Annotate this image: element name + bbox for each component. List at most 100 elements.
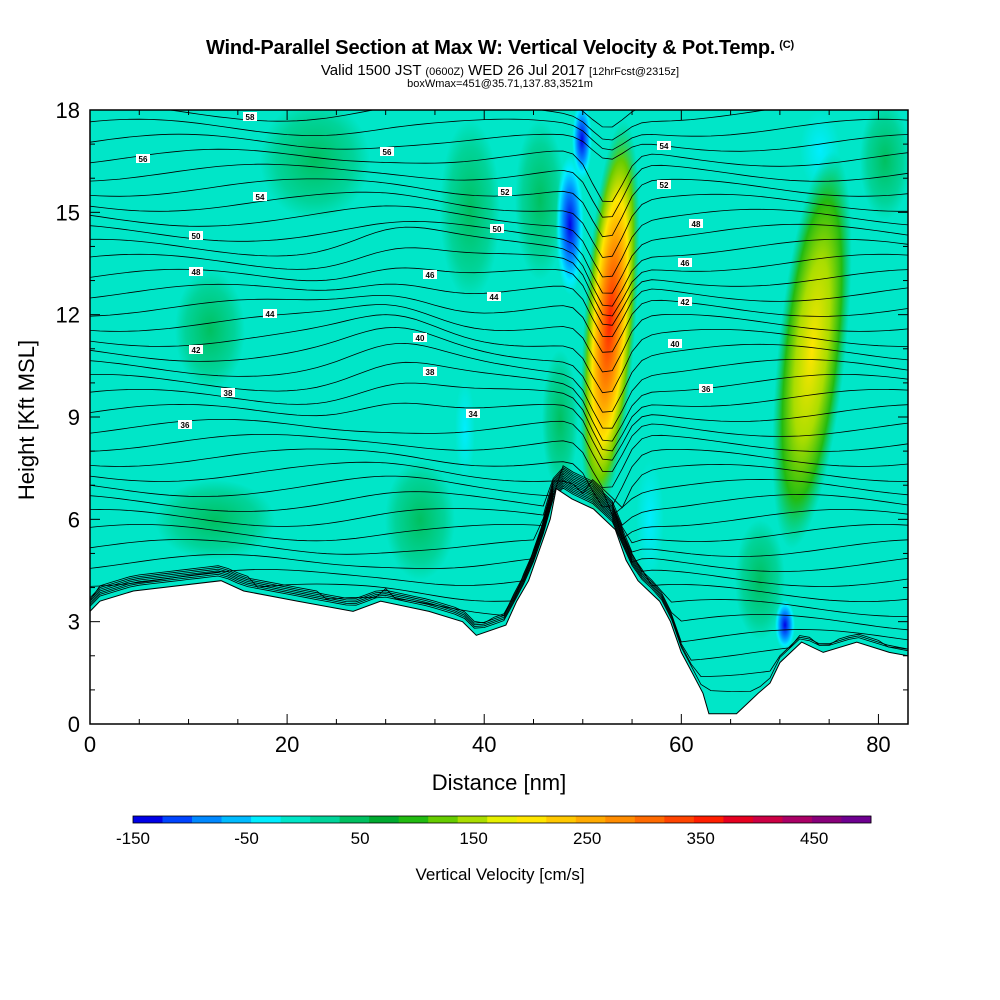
y-tick-label: 12 <box>56 303 80 328</box>
contour-line <box>90 478 908 617</box>
contour-label-bg <box>668 339 682 348</box>
contour-line <box>90 342 908 429</box>
green-patch <box>860 110 908 220</box>
contour-line <box>90 118 908 151</box>
contour-label-bg <box>189 345 203 354</box>
contour-line <box>90 484 908 661</box>
contour-line <box>90 267 908 326</box>
green-patch <box>155 480 275 560</box>
contour-label-bg <box>253 192 267 201</box>
contour-line <box>90 326 908 413</box>
contour-label-bg <box>136 154 150 163</box>
contour-line <box>90 361 908 442</box>
contour-line <box>90 475 908 587</box>
chart-title: Wind-Parallel Section at Max W: Vertical… <box>206 37 794 59</box>
green-patch <box>542 350 578 490</box>
contour-label-bg <box>178 420 192 429</box>
contour-line <box>90 470 908 544</box>
colorbar-tick-label: -50 <box>234 829 259 848</box>
contour-line <box>90 191 908 258</box>
contour-label: 48 <box>692 220 701 229</box>
colorbar-swatch <box>664 816 695 823</box>
contour-labels: 58 56 56 54 54 52 52 50 50 48 48 46 46 44 44 42 42 40 40 38… <box>136 112 713 430</box>
colorbar-tick-label: 150 <box>459 829 487 848</box>
colorbar-tick-label: 250 <box>573 829 601 848</box>
contour-line <box>90 487 908 693</box>
valid-time: Valid 1500 JST <box>320 62 422 79</box>
pot-temp-contours <box>90 110 908 693</box>
zulu-time: (0600Z) <box>425 66 464 78</box>
contour-line <box>90 482 908 643</box>
contour-label: 58 <box>246 113 255 122</box>
contour-label: 36 <box>702 385 711 394</box>
contour-label: 34 <box>469 410 478 419</box>
contour-line <box>90 485 908 678</box>
contour-label: 54 <box>660 142 669 151</box>
y-tick-label: 0 <box>68 712 80 737</box>
contour-line <box>90 402 908 461</box>
contour-line <box>90 434 908 488</box>
colorbar-tick-label: -150 <box>116 829 150 848</box>
contour-line <box>90 468 908 540</box>
contour-label: 42 <box>192 346 201 355</box>
box-info: boxWmax=451@35.71,137.83,3521m <box>407 78 593 90</box>
contour-label-bg <box>189 267 203 276</box>
contour-label-bg <box>243 112 257 121</box>
contour-line <box>90 226 908 307</box>
colorbar-swatch <box>752 816 783 823</box>
colorbar-swatch <box>516 816 547 823</box>
contour-label: 36 <box>181 421 190 430</box>
contour-label: 56 <box>139 155 148 164</box>
y-axis-label: Height [Kft MSL] <box>14 340 39 500</box>
contour-line <box>90 382 908 452</box>
downdraft-core-upper <box>572 110 592 180</box>
x-tick-label: 0 <box>84 732 96 757</box>
contour-label-bg <box>678 297 692 306</box>
cyan-patch <box>636 460 664 580</box>
contour-label-bg <box>498 187 512 196</box>
x-tick-label: 80 <box>866 732 890 757</box>
green-patch <box>735 520 785 640</box>
colorbar-swatch <box>605 816 636 823</box>
colorbar-swatch <box>221 816 252 823</box>
colorbar-swatch <box>310 816 341 823</box>
colorbar-swatch <box>162 816 193 823</box>
colorbar-swatch <box>251 816 281 823</box>
contour-label: 40 <box>416 334 425 343</box>
contour-label: 52 <box>501 188 510 197</box>
contour-line <box>90 148 908 203</box>
contour-label: 52 <box>660 181 669 190</box>
contour-line <box>90 163 908 218</box>
contour-label: 50 <box>493 225 502 234</box>
forecast-date: WED 26 Jul 2017 <box>468 62 585 79</box>
colorbar-tick-label: 350 <box>687 829 715 848</box>
green-patch <box>440 120 500 300</box>
contour-label-bg <box>263 309 277 318</box>
colorbar-swatch <box>487 816 518 823</box>
colorbar-swatch <box>723 816 754 823</box>
y-tick-label: 6 <box>68 507 80 532</box>
contour-line <box>90 419 908 473</box>
copyright-mark: (C) <box>779 39 794 51</box>
contour-label: 42 <box>681 298 690 307</box>
downdraft-patch <box>775 600 795 650</box>
contour-label: 38 <box>426 368 435 377</box>
colorbar-swatch <box>575 816 606 823</box>
contour-label-bg <box>423 367 437 376</box>
contour-label-bg <box>423 270 437 279</box>
contour-label: 46 <box>426 271 435 280</box>
contour-line <box>90 465 908 517</box>
contour-label-bg <box>380 147 394 156</box>
secondary-updraft <box>772 151 852 549</box>
terrain <box>89 487 909 725</box>
colorbar-swatch <box>546 816 577 823</box>
colorbar-swatch <box>280 816 311 823</box>
colorbar-frame <box>132 815 872 824</box>
contour-line <box>90 295 908 353</box>
colorbar-swatch <box>398 816 429 823</box>
forecast-info: [12hrFcst@2315z] <box>589 66 680 78</box>
x-axis-ticks: 0 20 40 60 80 <box>84 110 891 757</box>
colorbar-swatch <box>192 816 222 823</box>
x-tick-label: 20 <box>275 732 299 757</box>
contour-line <box>90 314 908 394</box>
